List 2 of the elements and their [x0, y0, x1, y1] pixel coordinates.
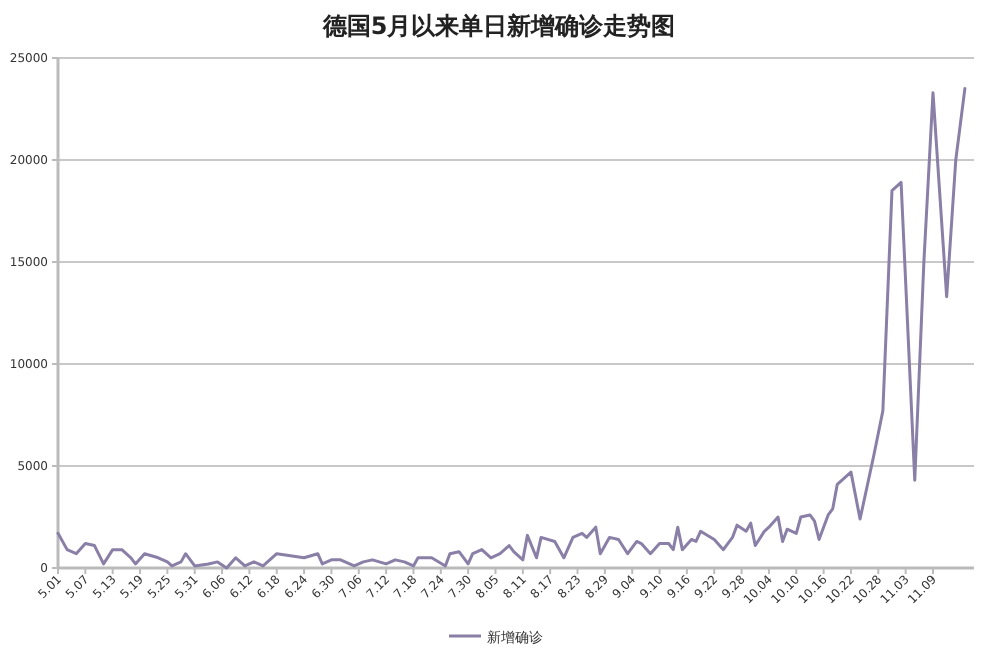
chart-title: 德国5月以来单日新增确诊走势图 [320, 12, 676, 40]
line-series [56, 87, 967, 570]
